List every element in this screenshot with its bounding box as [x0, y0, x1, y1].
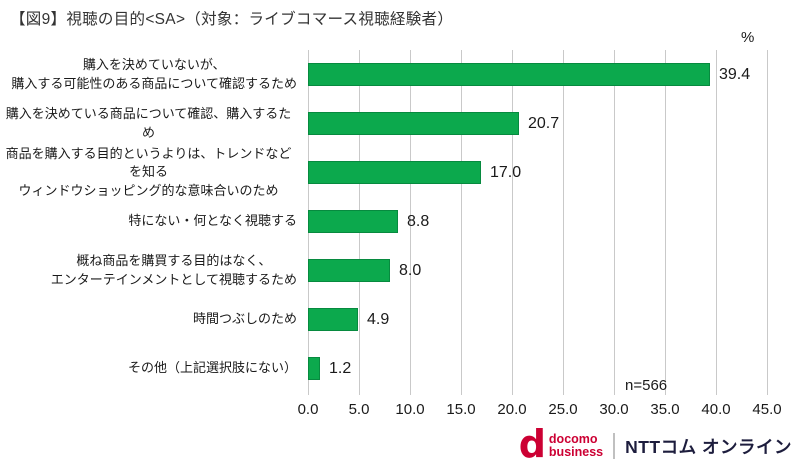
- bar: [308, 357, 320, 380]
- x-axis-tick-label: 25.0: [548, 401, 578, 418]
- value-label: 39.4: [719, 65, 751, 83]
- gridline: [461, 50, 462, 395]
- x-axis-tick-label: 20.0: [497, 401, 527, 418]
- value-label: 1.2: [329, 359, 352, 377]
- x-axis-tick-label: 30.0: [599, 401, 629, 418]
- category-label: 概ね商品を購買する目的はなく、 エンターテインメントとして視聴するため: [50, 253, 297, 287]
- category-label: 購入を決めている商品について確認、購入するため: [5, 106, 292, 140]
- gridline: [665, 50, 666, 395]
- category-label-row: 概ね商品を購買する目的はなく、 エンターテインメントとして視聴するため: [0, 246, 297, 295]
- x-axis-tick-label: 5.0: [348, 401, 370, 418]
- bar: [308, 63, 710, 86]
- gridline: [563, 50, 564, 395]
- gridline: [512, 50, 513, 395]
- bar: [308, 161, 481, 184]
- logo-divider: [613, 433, 616, 459]
- brand-footer: d docomo business NTTコム オンライン: [518, 422, 792, 464]
- bar: [308, 259, 390, 282]
- x-axis-tick-label: 15.0: [446, 401, 476, 418]
- chart-title: 【図9】視聴の目的<SA>（対象：ライブコマース視聴経験者）: [10, 11, 454, 28]
- x-axis-tick-label: 40.0: [701, 401, 731, 418]
- bar: [308, 112, 519, 135]
- category-label: 購入を決めていないが、 購入する可能性のある商品について確認するため: [11, 57, 297, 91]
- category-label: 商品を購入する目的というよりは、トレンドなどを知る ウィンドウショッピング的な意…: [5, 146, 292, 198]
- docomo-business-logo: d docomo business: [518, 422, 604, 464]
- gridline: [767, 50, 768, 395]
- value-label: 8.0: [399, 261, 422, 279]
- ntt-com-online-wordmark: NTTコム オンライン: [625, 436, 792, 457]
- gridline: [614, 50, 615, 395]
- category-label-row: その他（上記選択肢にない）: [0, 344, 297, 393]
- category-label: 時間つぶしのため: [192, 311, 297, 327]
- gridline: [716, 50, 717, 395]
- gridline: [410, 50, 411, 395]
- docomo-d-icon: d: [518, 422, 546, 464]
- docomo-wordmark-line1: docomo: [548, 431, 598, 446]
- x-axis-tick-label: 0.0: [297, 401, 319, 418]
- category-label: その他（上記選択肢にない）: [127, 360, 297, 376]
- value-label: 8.8: [407, 212, 430, 230]
- category-label: 特にない・何となく視聴する: [128, 213, 297, 229]
- x-axis-tick-label: 35.0: [650, 401, 680, 418]
- x-axis-tick-label: 45.0: [752, 401, 782, 418]
- category-label-row: 購入を決めていないが、 購入する可能性のある商品について確認するため: [0, 50, 297, 99]
- category-label-row: 購入を決めている商品について確認、購入するため: [0, 99, 297, 148]
- bar: [308, 308, 358, 331]
- category-label-row: 時間つぶしのため: [0, 295, 297, 344]
- category-label-row: 特にない・何となく視聴する: [0, 197, 297, 246]
- docomo-wordmark: docomo business: [548, 431, 604, 460]
- sample-size-label: n=566: [625, 377, 668, 394]
- percent-unit-label: %: [741, 29, 755, 46]
- value-label: 20.7: [528, 114, 560, 132]
- bar: [308, 210, 398, 233]
- category-label-row: 商品を購入する目的というよりは、トレンドなどを知る ウィンドウショッピング的な意…: [0, 146, 297, 198]
- docomo-wordmark-line2: business: [548, 445, 604, 459]
- value-label: 17.0: [490, 163, 522, 181]
- value-label: 4.9: [367, 310, 390, 328]
- x-axis-tick-label: 10.0: [395, 401, 425, 418]
